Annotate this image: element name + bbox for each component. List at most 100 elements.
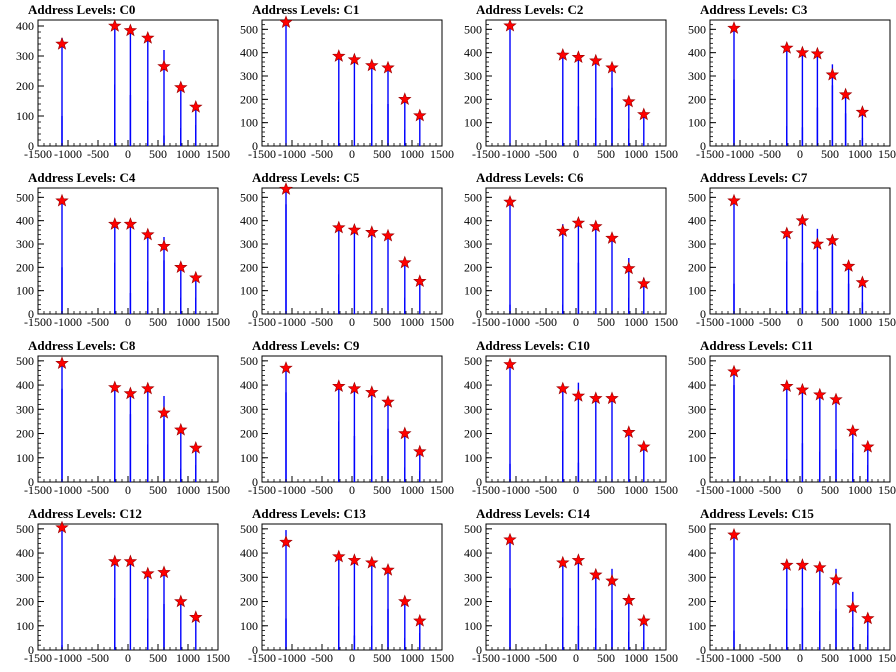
x-tick-label: -1000 (502, 651, 530, 665)
x-tick-label: 500 (821, 147, 839, 161)
y-tick-label: 300 (464, 402, 482, 416)
chart-svg: Address Levels: C90100200300400500-1500-… (240, 338, 454, 497)
peak-marker (556, 47, 570, 61)
peak-marker (174, 594, 188, 608)
peak-marker (838, 87, 853, 101)
x-tick-label: -1500 (24, 147, 52, 161)
x-tick-label: 0 (349, 651, 355, 665)
x-tick-label: 1500 (206, 147, 230, 161)
x-tick-label: -500 (311, 315, 333, 329)
plot-frame (485, 19, 667, 147)
chart-title: Address Levels: C4 (28, 170, 136, 185)
y-tick-label: 0 (700, 643, 706, 657)
peak-marker (813, 387, 827, 401)
peak-marker (861, 439, 875, 453)
chart-panel: Address Levels: C6 0 100 200 300 400 500 -1500-… (448, 168, 678, 336)
chart-svg: Address Levels: C0 0 100 200 300 400 -1500 -100… (16, 2, 230, 161)
y-tick-label: 100 (688, 451, 706, 465)
x-tick-label: 500 (149, 147, 167, 161)
y-tick-label: 500 (688, 354, 706, 368)
peak-marker (332, 379, 346, 392)
y-tick-label: 500 (240, 522, 258, 536)
chart-panel: Address Levels: C5 0 100 200 300 400 500 -1500-… (224, 168, 454, 336)
y-tick-label: 400 (16, 214, 34, 228)
chart-svg: Address Levels: C14 0 100 200 300 400 500 -1500… (464, 506, 678, 665)
y-tick-label: 0 (476, 475, 482, 489)
peak-marker (637, 276, 651, 290)
chart-title: Address Levels: C7 (700, 170, 808, 185)
peak-marker (855, 275, 870, 289)
chart-panel: Address Levels: C1 0 100 200 300 400 500 -1500-… (224, 0, 454, 168)
peak-marker (189, 441, 203, 454)
x-tick-label: 0 (125, 315, 131, 329)
x-tick-label: 0 (349, 315, 355, 329)
chart-panel: Address Levels: C8 0 100 200 300 400 500 -1500-… (0, 336, 230, 504)
y-tick-label: 300 (240, 402, 258, 416)
peak-marker (829, 572, 843, 586)
x-tick-label: -500 (759, 315, 781, 329)
peak-marker (622, 593, 636, 607)
peak-marker (727, 364, 741, 378)
peak-marker (503, 194, 517, 208)
peak-marker (780, 558, 794, 571)
peak-marker (55, 36, 69, 50)
peak-marker (637, 613, 651, 627)
x-tick-label: -1000 (278, 147, 306, 161)
x-tick-label: 1500 (878, 651, 896, 665)
peak-marker (332, 220, 346, 234)
x-tick-label: 500 (149, 315, 167, 329)
peak-marker (571, 215, 586, 229)
chart-panel: Address Levels: C9 0 100 200 300 400 500 -1500-… (224, 336, 454, 504)
y-tick-label: 100 (464, 619, 482, 633)
peak-marker (279, 535, 293, 548)
y-tick-label: 500 (464, 190, 482, 204)
y-tick-label: 300 (240, 237, 258, 251)
chart-title: Address Levels: C10 (476, 338, 590, 353)
x-tick-label: 1000 (176, 147, 200, 161)
y-tick-label: 0 (476, 643, 482, 657)
peak-marker (398, 92, 412, 106)
y-tick-label: 300 (688, 570, 706, 584)
plot-frame (37, 19, 219, 147)
x-tick-label: -500 (535, 483, 557, 497)
chart-svg: Address Levels: C30100200300400500-1500-… (688, 2, 896, 161)
chart-svg: Address Levels: C70100200300400500-1500-… (688, 170, 896, 329)
x-tick-label: -1500 (472, 147, 500, 161)
y-tick-label: 200 (688, 92, 706, 106)
y-tick-label: 200 (16, 260, 34, 274)
peak-marker (637, 439, 651, 453)
peak-marker (174, 422, 188, 436)
y-tick-label: 500 (240, 22, 258, 36)
x-tick-label: 0 (797, 483, 803, 497)
y-tick-label: 300 (688, 237, 706, 251)
y-tick-label: 400 (240, 378, 258, 392)
y-tick-label: 200 (464, 92, 482, 106)
peak-marker (398, 255, 412, 269)
y-tick-label: 200 (16, 595, 34, 609)
chart-svg: Address Levels: C10 0 100 200 300 400 500 -1500… (464, 338, 678, 497)
y-tick-label: 300 (16, 402, 34, 416)
y-tick-label: 400 (240, 214, 258, 228)
y-tick-label: 200 (464, 427, 482, 441)
y-tick-label: 400 (464, 46, 482, 60)
peak-marker (365, 385, 379, 399)
x-tick-label: 1500 (878, 147, 896, 161)
peak-marker (556, 555, 570, 569)
peak-marker (332, 49, 346, 62)
y-tick-label: 100 (16, 619, 34, 633)
y-tick-label: 200 (240, 427, 258, 441)
x-tick-label: -1000 (726, 651, 754, 665)
x-tick-label: 1500 (654, 483, 678, 497)
peak-marker (55, 356, 69, 369)
peak-marker (365, 58, 379, 72)
y-tick-label: 400 (464, 546, 482, 560)
peak-marker (637, 107, 651, 121)
x-tick-label: -1500 (24, 483, 52, 497)
y-tick-label: 500 (688, 522, 706, 536)
y-tick-label: 200 (16, 79, 34, 93)
peak-marker (622, 261, 636, 275)
x-tick-label: 1000 (624, 483, 648, 497)
x-tick-label: -1500 (696, 315, 724, 329)
plot-frame (37, 187, 219, 315)
